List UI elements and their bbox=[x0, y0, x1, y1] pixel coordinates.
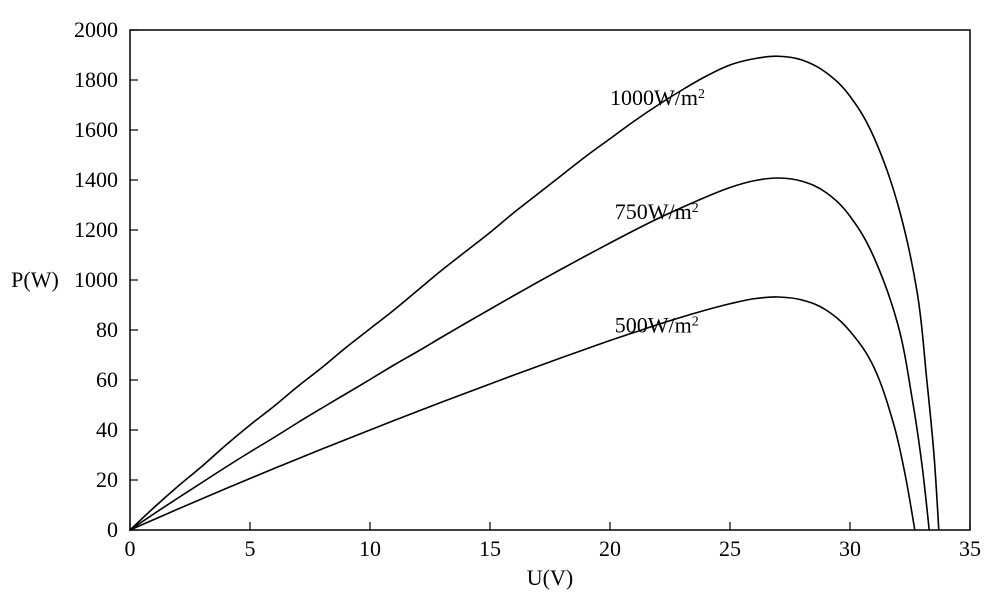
curve-750 bbox=[130, 178, 929, 530]
y-tick-label: 20 bbox=[96, 467, 118, 492]
chart-svg: 0 5 10 15 20 25 30 35 0 20 40 60 80 1000 1200 1400 1600 1… bbox=[0, 0, 1000, 595]
x-tick-label: 5 bbox=[245, 536, 256, 561]
curve-500-label: 500W/m2 bbox=[615, 313, 699, 338]
x-tick-label: 30 bbox=[839, 536, 861, 561]
y-tick-label: 1400 bbox=[74, 167, 118, 192]
y-tick-label: 0 bbox=[107, 517, 118, 542]
y-axis-label: P(W) bbox=[11, 267, 59, 292]
curve-1000-label: 1000W/m2 bbox=[610, 85, 705, 110]
y-tick-label: 1800 bbox=[74, 67, 118, 92]
y-tick-label: 40 bbox=[96, 417, 118, 442]
x-tick-label: 20 bbox=[599, 536, 621, 561]
y-tick-label: 1000 bbox=[74, 267, 118, 292]
y-tick-label: 2000 bbox=[74, 17, 118, 42]
x-tick-label: 25 bbox=[719, 536, 741, 561]
x-axis-label: U(V) bbox=[527, 565, 573, 590]
plot-border bbox=[130, 30, 970, 530]
y-tick-label: 60 bbox=[96, 367, 118, 392]
pv-power-chart: 0 5 10 15 20 25 30 35 0 20 40 60 80 1000 1200 1400 1600 1… bbox=[0, 0, 1000, 595]
x-tick-label: 15 bbox=[479, 536, 501, 561]
y-tick-label: 80 bbox=[96, 317, 118, 342]
curve-1000 bbox=[130, 56, 939, 530]
y-tick-label: 1600 bbox=[74, 117, 118, 142]
curve-750-label: 750W/m2 bbox=[615, 199, 699, 224]
x-tick-label: 35 bbox=[959, 536, 981, 561]
x-tick-label: 10 bbox=[359, 536, 381, 561]
curve-500 bbox=[130, 297, 915, 530]
y-tick-label: 1200 bbox=[74, 217, 118, 242]
x-tick-label: 0 bbox=[125, 536, 136, 561]
